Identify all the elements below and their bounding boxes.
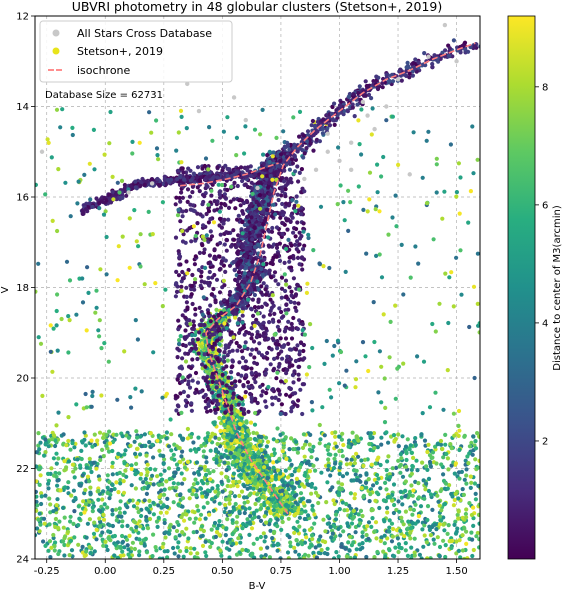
- x-tick-label: 1.00: [328, 566, 350, 577]
- cross-database-point: [325, 131, 330, 136]
- cross-database-point: [426, 54, 431, 59]
- y-tick-label: 18: [16, 283, 29, 294]
- horizontal-branch-isochrone-line: [180, 162, 279, 187]
- cross-database-point: [365, 113, 370, 118]
- y-axis-label: V: [0, 286, 11, 293]
- x-tick-label: 1.25: [387, 566, 409, 577]
- x-tick-label: 0.75: [270, 566, 292, 577]
- legend-label-stetson: Stetson+, 2019: [77, 45, 163, 58]
- x-axis: -0.25 0.00 0.25 0.50 0.75 1.00 1.25 1.50: [34, 559, 468, 577]
- cross-database-point: [384, 104, 389, 109]
- x-tick-label: 0.00: [94, 566, 116, 577]
- y-axis: 12 14 16 18 20 22 24: [16, 12, 35, 566]
- cross-database-point: [255, 185, 260, 191]
- cross-database-point: [302, 176, 307, 182]
- cross-database-point: [395, 77, 401, 82]
- series-layer: [39, 22, 476, 515]
- cross-database-point: [337, 158, 342, 163]
- star-density-layer: [35, 38, 480, 559]
- cross-database-point: [149, 181, 155, 186]
- colorbar-ticks: 2 4 6 8: [535, 82, 548, 447]
- colorbar-tick-label: 4: [542, 318, 548, 329]
- cross-database-point: [196, 108, 202, 114]
- y-tick-label: 22: [16, 464, 29, 475]
- cross-database-point: [348, 140, 354, 145]
- x-tick-label: 0.25: [153, 566, 175, 577]
- y-tick-label: 20: [16, 374, 29, 385]
- colorbar-tick-label: 6: [542, 200, 548, 211]
- cross-database-point: [454, 59, 459, 64]
- y-tick-label: 24: [16, 555, 29, 566]
- cross-database-point: [243, 117, 248, 123]
- cross-database-point: [325, 149, 330, 154]
- colorbar-tick-label: 8: [542, 82, 548, 93]
- legend: All Stars Cross Database Stetson+, 2019 …: [39, 20, 233, 83]
- isochrone-line: [205, 42, 476, 515]
- legend-label-all-stars: All Stars Cross Database: [77, 27, 212, 40]
- x-tick-label: 1.50: [445, 566, 467, 577]
- cross-database-point: [39, 149, 45, 154]
- y-tick-label: 12: [16, 12, 29, 23]
- database-size-annotation: Database Size = 62731: [45, 90, 163, 101]
- y-tick-label: 14: [16, 102, 29, 113]
- colorbar-label: Distance to center of M3(arcmin): [552, 205, 562, 371]
- cross-database-point: [407, 172, 412, 177]
- x-tick-label: 0.50: [211, 566, 233, 577]
- cross-database-point: [185, 81, 190, 87]
- cross-database-point: [360, 99, 366, 105]
- y-tick-label: 16: [16, 193, 29, 204]
- legend-marker-stetson: [52, 47, 60, 55]
- legend-box: [39, 20, 233, 83]
- cross-database-point: [442, 22, 448, 28]
- cross-database-point: [231, 95, 237, 100]
- cross-database-point: [348, 167, 354, 173]
- legend-marker-all-stars: [52, 29, 60, 37]
- cross-database-point: [313, 167, 319, 173]
- chart-title: UBVRI photometry in 48 globular clusters…: [72, 0, 442, 14]
- x-axis-label: B-V: [249, 581, 266, 590]
- colorbar-tick-label: 2: [542, 436, 548, 447]
- cross-database-point: [372, 126, 377, 132]
- legend-label-isochrone: isochrone: [77, 64, 131, 77]
- colorbar: [507, 15, 536, 560]
- cross-database-point: [126, 190, 131, 195]
- x-tick-label: -0.25: [34, 566, 60, 577]
